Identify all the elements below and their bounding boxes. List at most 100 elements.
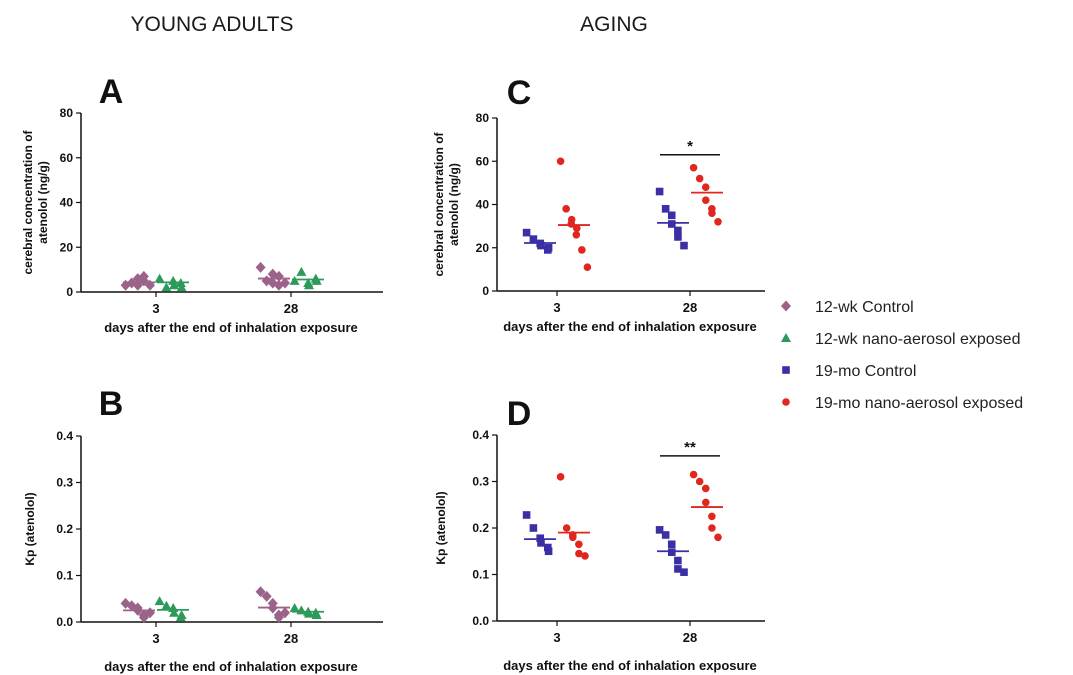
y-axis-title-d: Kp (atenolol)	[434, 491, 448, 564]
significance-label: **	[684, 439, 696, 456]
y-tick-label: 40	[60, 196, 74, 210]
y-axis-title-b: Kp (atenolol)	[23, 492, 37, 565]
data-point	[674, 556, 682, 565]
data-point	[701, 484, 710, 493]
data-point	[562, 205, 570, 213]
data-point	[575, 549, 583, 558]
panel-label-b: B	[99, 385, 124, 423]
data-point	[537, 241, 545, 250]
data-point	[255, 586, 266, 598]
data-point	[522, 511, 531, 519]
data-point	[708, 209, 716, 217]
data-point	[169, 607, 179, 617]
y-tick-label: 0	[482, 284, 489, 298]
y-tick-label: 60	[60, 151, 74, 165]
data-point	[289, 603, 300, 613]
data-point	[661, 531, 670, 539]
data-point	[680, 241, 688, 250]
data-point	[544, 243, 553, 252]
data-point	[680, 568, 688, 576]
x-tick-label: 3	[553, 300, 560, 315]
data-point	[304, 280, 314, 290]
data-point	[529, 235, 538, 243]
data-point	[689, 163, 698, 172]
data-point	[280, 607, 290, 619]
data-point	[176, 282, 187, 292]
data-point	[708, 524, 716, 532]
data-point	[572, 224, 581, 233]
heading-young-adults: YOUNG ADULTS	[131, 13, 294, 36]
data-point	[273, 611, 284, 623]
data-point	[537, 539, 545, 547]
data-point	[674, 226, 682, 235]
y-tick-label: 20	[476, 241, 490, 255]
data-point	[701, 183, 710, 191]
y-tick-label: 0.1	[472, 568, 489, 582]
legend-marker	[781, 333, 791, 342]
x-tick-label: 28	[284, 301, 298, 316]
data-point	[667, 211, 676, 220]
data-point	[655, 526, 664, 534]
y-tick-label: 0.2	[472, 521, 489, 535]
data-point	[138, 611, 149, 623]
x-tick-label: 28	[683, 630, 697, 645]
y-tick-label: 80	[476, 111, 490, 125]
y-tick-label: 20	[60, 240, 74, 254]
data-point	[120, 597, 131, 609]
legend-marker	[781, 300, 791, 312]
legend-label: 12-wk nano-aerosol exposed	[815, 331, 1020, 348]
x-tick-label: 3	[152, 631, 159, 646]
data-point	[714, 533, 722, 542]
data-point	[556, 157, 565, 166]
data-point	[522, 228, 531, 237]
data-point	[311, 610, 322, 620]
y-tick-label: 0.3	[56, 476, 73, 490]
data-point	[154, 273, 165, 283]
data-point	[161, 282, 172, 292]
legend-marker	[782, 366, 790, 374]
y-tick-label: 0.3	[472, 475, 489, 489]
data-point	[572, 230, 581, 239]
data-point	[138, 275, 149, 287]
x-axis-title-d: days after the end of inhalation exposur…	[503, 658, 757, 673]
x-axis-title-c: days after the end of inhalation exposur…	[503, 319, 757, 334]
data-point	[556, 473, 565, 481]
data-point	[176, 610, 187, 620]
data-point	[261, 590, 272, 602]
data-point	[562, 524, 571, 532]
data-point	[655, 187, 664, 196]
data-point	[296, 266, 307, 276]
heading-aging: AGING	[580, 13, 648, 36]
data-point	[695, 174, 704, 183]
x-tick-label: 3	[553, 630, 560, 645]
data-point	[536, 534, 544, 543]
significance-label: *	[687, 138, 693, 155]
panel-a: A 0 20 40 60 80 3 28 days after the end of inhal…	[21, 73, 383, 335]
x-tick-label: 3	[152, 301, 159, 316]
data-point	[674, 233, 682, 241]
y-tick-label: 60	[476, 154, 490, 168]
data-point	[674, 565, 682, 573]
data-point	[668, 220, 676, 228]
data-point	[708, 512, 716, 521]
data-point	[695, 477, 704, 486]
data-point	[544, 547, 553, 556]
y-tick-label: 80	[60, 106, 74, 120]
y-tick-label: 0.2	[56, 522, 73, 536]
y-axis-title-c: cerebral concentration ofatenolol (ng/g)	[432, 131, 461, 276]
legend-label: 12-wk Control	[815, 299, 914, 316]
data-point	[280, 277, 290, 289]
y-tick-label: 0	[66, 285, 73, 299]
y-tick-label: 0.0	[472, 614, 489, 628]
data-point	[578, 246, 586, 254]
data-point	[661, 205, 670, 213]
data-point	[529, 524, 538, 532]
x-axis-title-a: days after the end of inhalation exposur…	[104, 320, 358, 335]
data-point	[569, 533, 577, 542]
data-point	[575, 540, 583, 549]
legend-marker	[782, 398, 790, 406]
panel-label-a: A	[99, 73, 124, 111]
data-point	[583, 263, 592, 272]
y-tick-label: 0.4	[472, 428, 489, 442]
